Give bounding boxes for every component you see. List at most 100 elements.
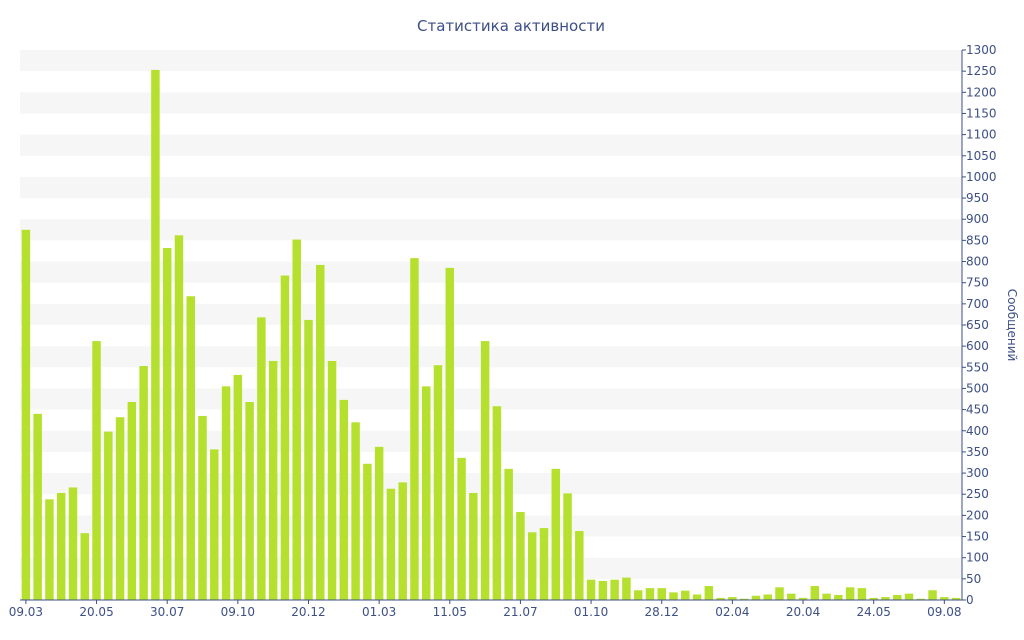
bar: [68, 487, 78, 600]
bar: [316, 264, 325, 600]
chart-title: Статистика активности: [417, 17, 605, 35]
bar: [692, 594, 702, 600]
y-axis: 0 50 100 150 200 250 300 350 400 450 500 550 600 650 7…: [961, 43, 997, 607]
bar: [104, 431, 113, 600]
bar: [469, 492, 478, 600]
bar: [822, 593, 831, 600]
x-tick-label: 30.07: [150, 605, 184, 619]
x-tick-label: 09.10: [221, 605, 255, 619]
bar: [127, 402, 137, 600]
x-tick-label: 20.12: [291, 605, 325, 619]
y-tick-label: 950: [966, 191, 989, 205]
y-tick-label: 400: [966, 424, 989, 438]
bar: [198, 415, 207, 600]
bar: [904, 593, 914, 600]
grid-band: [20, 50, 962, 72]
bar: [480, 341, 490, 600]
y-tick-label: 350: [966, 445, 989, 459]
grid-band: [20, 92, 962, 114]
bar: [56, 492, 66, 600]
bar: [551, 468, 561, 600]
bar: [563, 493, 572, 600]
bar: [857, 588, 867, 600]
grid-band: [20, 388, 962, 410]
y-tick-label: 150: [966, 530, 989, 544]
bar: [716, 597, 725, 600]
bar: [45, 499, 54, 600]
bar: [115, 417, 125, 600]
grid-band: [20, 346, 962, 368]
y-tick-label: 1050: [966, 149, 997, 163]
bar: [386, 488, 396, 600]
bar: [233, 374, 243, 600]
bar: [374, 446, 384, 600]
bar: [280, 275, 290, 600]
bar: [445, 267, 455, 600]
bar: [539, 528, 549, 600]
bar: [33, 413, 42, 600]
bar: [327, 360, 337, 600]
bar: [21, 229, 31, 601]
bar: [845, 587, 855, 600]
x-tick-label: 24.05: [857, 605, 891, 619]
bar: [657, 588, 666, 600]
bar: [834, 594, 843, 600]
y-tick-label: 1100: [966, 128, 997, 142]
y-tick-label: 550: [966, 360, 989, 374]
x-tick-label: 28.12: [645, 605, 679, 619]
bar: [504, 468, 513, 600]
bar: [339, 399, 349, 600]
bar: [221, 386, 231, 600]
bar: [810, 586, 820, 600]
bar: [951, 597, 961, 600]
bar: [681, 590, 690, 600]
bar: [257, 317, 266, 600]
bars: [21, 69, 961, 601]
x-tick-label: 01.10: [574, 605, 608, 619]
y-tick-label: 450: [966, 403, 989, 417]
bar: [351, 422, 360, 600]
x-tick-label: 21.07: [503, 605, 537, 619]
bar: [610, 579, 619, 600]
bar: [304, 319, 313, 600]
y-axis-label: Сообщений: [1005, 289, 1019, 362]
x-tick-label: 20.05: [79, 605, 113, 619]
grid-band: [20, 176, 962, 199]
grid-band: [20, 473, 962, 495]
bar: [739, 598, 749, 600]
y-tick-label: 250: [966, 487, 989, 501]
grid-bands: [20, 50, 962, 579]
bar: [598, 580, 608, 600]
grid-band: [20, 134, 962, 156]
y-tick-label: 100: [966, 551, 989, 565]
y-tick-label: 500: [966, 381, 989, 395]
bar: [363, 463, 372, 600]
bar: [869, 597, 878, 600]
x-tick-label: 09.03: [9, 605, 43, 619]
y-tick-label: 1000: [966, 170, 997, 184]
grid-band: [20, 261, 962, 283]
bar: [622, 577, 631, 600]
bar: [775, 587, 784, 600]
grid-band: [20, 219, 962, 241]
bar: [139, 366, 148, 600]
bar: [186, 296, 195, 600]
bar: [162, 248, 172, 600]
y-tick-label: 1150: [966, 106, 997, 120]
bar: [787, 593, 796, 600]
bar: [575, 531, 584, 600]
bar: [881, 597, 890, 600]
x-tick-label: 01.03: [362, 605, 396, 619]
bar: [245, 402, 254, 600]
x-tick-label: 02.04: [715, 605, 749, 619]
y-tick-label: 800: [966, 255, 989, 269]
grid-band: [20, 515, 962, 537]
bar: [457, 457, 466, 600]
x-tick-label: 20.04: [786, 605, 820, 619]
y-tick-label: 0: [966, 593, 974, 607]
bar: [268, 360, 278, 600]
bar: [728, 597, 737, 600]
y-tick-label: 1200: [966, 85, 997, 99]
bar: [751, 595, 761, 600]
